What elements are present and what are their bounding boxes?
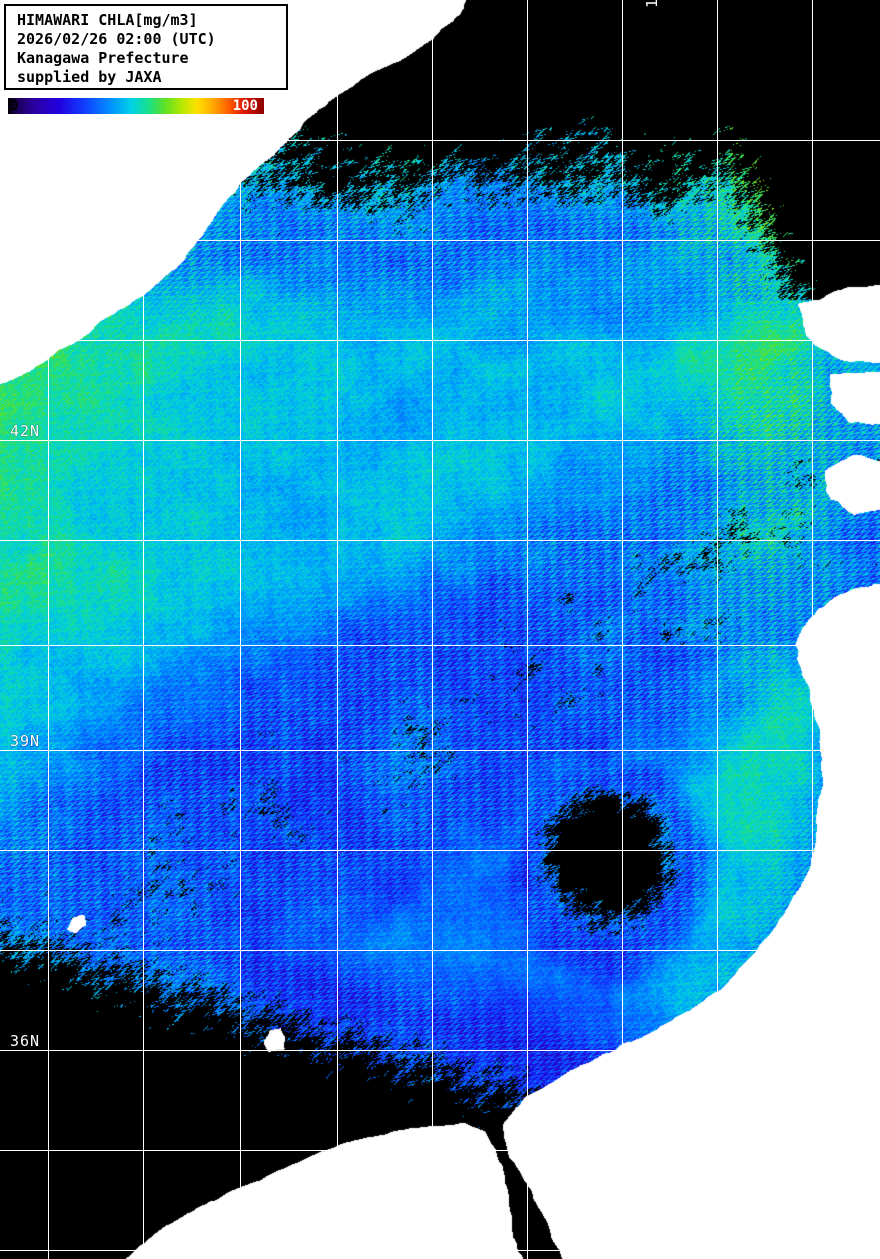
info-region-line: Kanagawa Prefecture xyxy=(17,49,189,67)
info-credit-line: supplied by JAXA xyxy=(17,68,162,86)
colorbar: 0 100 xyxy=(4,94,266,116)
colorbar-min-label: 0 xyxy=(10,98,19,114)
info-box: HIMAWARI CHLA[mg/m3] 2026/02/26 02:00 (U… xyxy=(4,4,288,90)
colorbar-gradient xyxy=(8,98,264,114)
info-product-line: HIMAWARI CHLA[mg/m3] xyxy=(17,11,198,29)
colorbar-max-label: 100 xyxy=(232,98,258,114)
info-timestamp-line: 2026/02/26 02:00 (UTC) xyxy=(17,30,216,48)
